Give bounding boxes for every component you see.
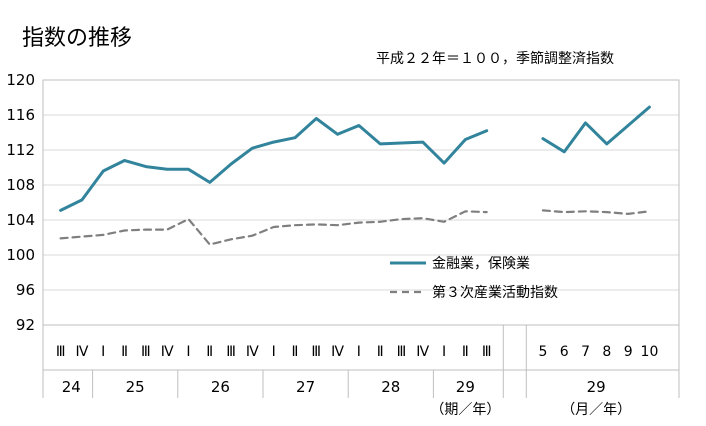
x-category-label: Ⅳ [75, 344, 88, 360]
y-tick-label: 96 [16, 281, 35, 299]
x-category-label: Ⅰ [101, 344, 105, 360]
chart-subtitle: 平成２２年＝１００，季節調整済指数 [376, 51, 614, 67]
chart-title: 指数の推移 [22, 26, 133, 51]
series-line-monthly [541, 209, 651, 215]
legend-label: 金融業，保険業 [432, 256, 530, 272]
x-year-label: 24 [62, 378, 81, 396]
series-line-quarterly [59, 210, 488, 246]
x-category-label: Ⅰ [357, 344, 361, 360]
x-month-label: 7 [581, 344, 590, 360]
x-category-label: Ⅱ [206, 344, 213, 360]
x-month-label: 6 [560, 344, 569, 360]
x-month-label: 8 [602, 344, 611, 360]
x-year-label: 25 [126, 378, 145, 396]
x-category-label: Ⅱ [292, 344, 299, 360]
y-tick-label: 100 [6, 246, 35, 264]
series-line-monthly [541, 105, 651, 154]
x-year-label: 26 [211, 378, 230, 396]
y-tick-label: 112 [6, 141, 35, 159]
x-month-label: 9 [624, 344, 633, 360]
x-category-label: Ⅰ [272, 344, 276, 360]
x-category-label: Ⅲ [482, 344, 492, 360]
x-category-label: Ⅱ [121, 344, 128, 360]
x-year-label: 28 [381, 378, 400, 396]
plot-frame [42, 79, 680, 326]
x-category-label: Ⅲ [56, 344, 66, 360]
monthly-unit-label: （月／年） [561, 402, 631, 418]
x-category-label: Ⅲ [226, 344, 236, 360]
x-year-label: 29 [587, 378, 606, 396]
x-month-label: 10 [641, 344, 659, 360]
x-category-label: Ⅲ [397, 344, 407, 360]
y-tick-label: 116 [6, 106, 35, 124]
x-category-label: Ⅰ [186, 344, 190, 360]
x-year-label: 29 [456, 378, 475, 396]
x-category-label: Ⅳ [331, 344, 344, 360]
x-year-label: 27 [296, 378, 315, 396]
x-category-label: Ⅲ [141, 344, 151, 360]
y-tick-label: 108 [6, 176, 35, 194]
series-line-quarterly [59, 117, 489, 212]
x-category-label: Ⅱ [462, 344, 469, 360]
x-category-label: Ⅰ [442, 344, 446, 360]
x-category-label: Ⅳ [246, 344, 259, 360]
x-category-label: Ⅳ [416, 344, 429, 360]
x-category-label: Ⅲ [311, 344, 321, 360]
legend-label: 第３次産業活動指数 [432, 284, 558, 301]
y-tick-label: 120 [6, 71, 35, 89]
quarterly-unit-label: （期／年） [430, 402, 500, 418]
x-category-label: Ⅳ [161, 344, 174, 360]
x-category-label: Ⅱ [377, 344, 384, 360]
y-tick-label: 104 [6, 211, 35, 229]
x-month-label: 5 [538, 344, 547, 360]
y-tick-label: 92 [16, 316, 35, 334]
